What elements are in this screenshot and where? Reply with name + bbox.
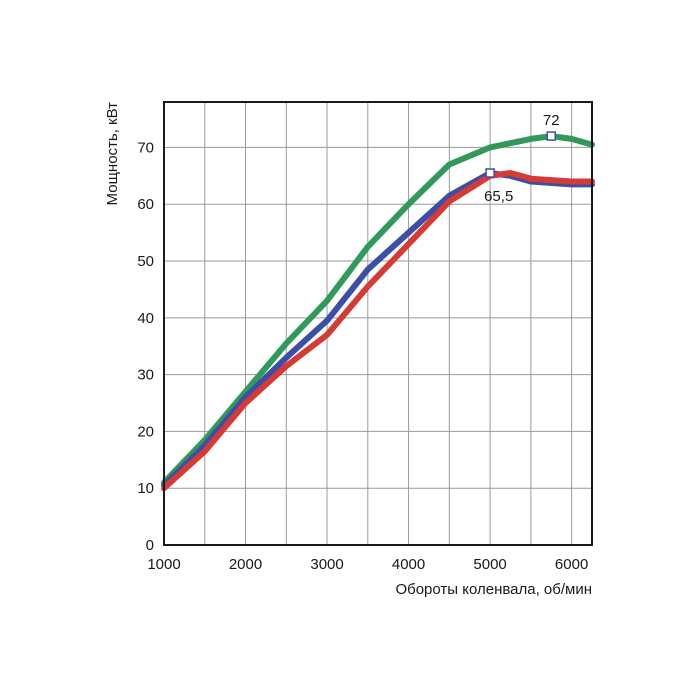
y-tick-label: 10 xyxy=(137,480,154,497)
series-line-1 xyxy=(161,133,595,486)
axes: 0 10 20 30 40 50 60 70 1000 2000 3000 4000 5000 6000 xyxy=(137,101,593,573)
x-tick-label: 3000 xyxy=(310,556,343,573)
x-axis-label: Обороты коленвала, об/мин xyxy=(395,581,592,598)
series-lines xyxy=(161,133,595,492)
x-tick-label: 2000 xyxy=(229,556,262,573)
annotation-marker xyxy=(546,131,556,141)
y-tick-label: 60 xyxy=(137,196,154,213)
x-tick-label: 4000 xyxy=(392,556,425,573)
x-tick-label: 5000 xyxy=(473,556,506,573)
annotation-marker xyxy=(485,168,495,178)
y-tick-label: 70 xyxy=(137,139,154,156)
x-tick-label: 1000 xyxy=(147,556,180,573)
y-axis-label: Мощность, кВт xyxy=(104,102,121,206)
series-line-2 xyxy=(161,170,595,489)
grid xyxy=(164,102,592,545)
annotations: 65,5 72 xyxy=(484,112,559,205)
series-line-3 xyxy=(161,170,595,492)
annotation-label: 72 xyxy=(543,112,560,129)
y-tick-label: 30 xyxy=(137,367,154,384)
y-tick-label: 20 xyxy=(137,423,154,440)
plot-frame xyxy=(163,101,593,546)
y-tick-label: 0 xyxy=(146,537,154,554)
annotation-label: 65,5 xyxy=(484,188,513,205)
y-tick-label: 40 xyxy=(137,310,154,327)
y-tick-label: 50 xyxy=(137,253,154,270)
x-tick-label: 6000 xyxy=(555,556,588,573)
